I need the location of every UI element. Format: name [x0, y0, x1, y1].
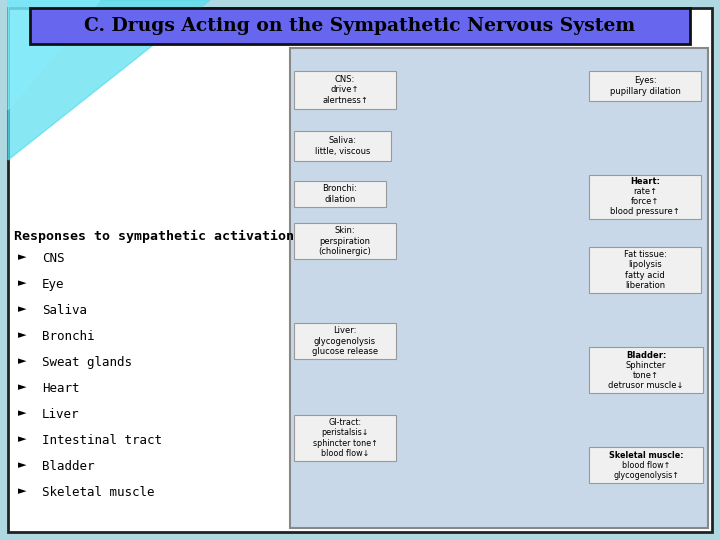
Text: GI-tract:
peristalsis↓
sphincter tone↑
blood flow↓: GI-tract: peristalsis↓ sphincter tone↑ b…: [312, 418, 377, 458]
Text: force↑: force↑: [631, 198, 660, 206]
Text: ►: ►: [18, 408, 27, 418]
FancyBboxPatch shape: [589, 347, 703, 393]
Text: ►: ►: [18, 330, 27, 340]
FancyBboxPatch shape: [294, 131, 391, 161]
Polygon shape: [8, 0, 210, 160]
Text: blood flow↑: blood flow↑: [622, 461, 670, 469]
Text: detrusor muscle↓: detrusor muscle↓: [608, 381, 684, 389]
Text: Eye: Eye: [42, 278, 65, 291]
Text: blood pressure↑: blood pressure↑: [610, 207, 680, 217]
Text: C. Drugs Acting on the Sympathetic Nervous System: C. Drugs Acting on the Sympathetic Nervo…: [84, 17, 636, 35]
Text: ►: ►: [18, 252, 27, 262]
FancyBboxPatch shape: [294, 181, 386, 207]
Text: Skeletal muscle:: Skeletal muscle:: [608, 450, 683, 460]
Text: Saliva:
little, viscous: Saliva: little, viscous: [315, 136, 370, 156]
Text: Sweat glands: Sweat glands: [42, 356, 132, 369]
Text: ►: ►: [18, 434, 27, 444]
FancyBboxPatch shape: [294, 415, 396, 461]
Text: Liver: Liver: [42, 408, 79, 421]
FancyBboxPatch shape: [30, 8, 690, 44]
Text: ►: ►: [18, 486, 27, 496]
Text: Saliva: Saliva: [42, 304, 87, 317]
Text: Skeletal muscle: Skeletal muscle: [42, 486, 155, 499]
Polygon shape: [8, 0, 100, 110]
Text: CNS:
drive↑
alertness↑: CNS: drive↑ alertness↑: [322, 75, 368, 105]
Text: Bronchi: Bronchi: [42, 330, 94, 343]
Text: rate↑: rate↑: [633, 187, 657, 197]
Text: ►: ►: [18, 356, 27, 366]
Text: ►: ►: [18, 278, 27, 288]
Text: ►: ►: [18, 382, 27, 392]
Text: CNS: CNS: [42, 252, 65, 265]
Text: Bronchi:
dilation: Bronchi: dilation: [323, 184, 357, 204]
Text: Bladder:: Bladder:: [626, 350, 666, 360]
Text: glycogenolysis↑: glycogenolysis↑: [613, 470, 679, 480]
Text: Skin:
perspiration
(cholinergic): Skin: perspiration (cholinergic): [319, 226, 372, 256]
Text: Liver:
glycogenolysis
glucose release: Liver: glycogenolysis glucose release: [312, 326, 378, 356]
Text: Responses to sympathetic activation: Responses to sympathetic activation: [14, 230, 294, 243]
FancyBboxPatch shape: [294, 323, 396, 359]
Text: ►: ►: [18, 304, 27, 314]
Text: Heart:: Heart:: [630, 178, 660, 186]
Text: ►: ►: [18, 460, 27, 470]
Text: Heart: Heart: [42, 382, 79, 395]
FancyBboxPatch shape: [294, 223, 396, 259]
Text: Eyes:
pupillary dilation: Eyes: pupillary dilation: [610, 76, 680, 96]
FancyBboxPatch shape: [8, 8, 712, 532]
FancyBboxPatch shape: [589, 447, 703, 483]
FancyBboxPatch shape: [589, 175, 701, 219]
FancyBboxPatch shape: [589, 247, 701, 293]
Text: Sphincter: Sphincter: [626, 361, 666, 369]
FancyBboxPatch shape: [290, 48, 708, 528]
Text: Intestinal tract: Intestinal tract: [42, 434, 162, 447]
Text: tone↑: tone↑: [633, 370, 659, 380]
Text: Fat tissue:
lipolysis
fatty acid
liberation: Fat tissue: lipolysis fatty acid liberat…: [624, 250, 667, 290]
Text: Bladder: Bladder: [42, 460, 94, 473]
FancyBboxPatch shape: [294, 71, 396, 109]
FancyBboxPatch shape: [589, 71, 701, 101]
